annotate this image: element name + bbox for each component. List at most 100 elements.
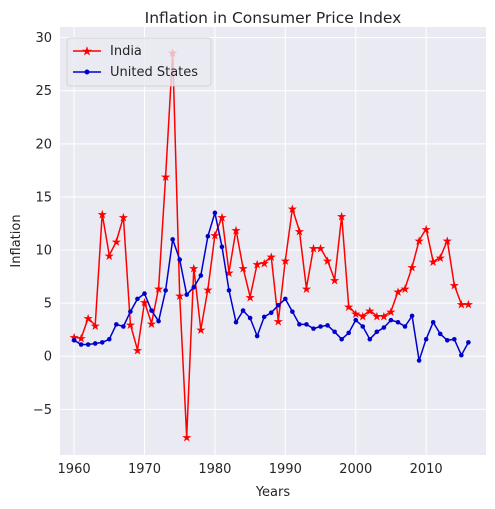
data-point-united-states [304, 322, 309, 327]
data-point-united-states [452, 336, 457, 342]
data-point-india: ★ [371, 309, 382, 323]
data-point-united-states [367, 336, 373, 342]
data-point-india: ★ [379, 309, 390, 323]
data-point-india: ★ [393, 285, 404, 299]
y-tick-label: −5 [33, 403, 52, 418]
data-point-india: ★ [463, 298, 474, 312]
legend-dot-us [84, 69, 90, 75]
data-point-united-states [226, 288, 232, 293]
data-point-india: ★ [90, 319, 101, 333]
data-point-india: ★ [428, 255, 439, 269]
data-point-india: ★ [132, 343, 143, 357]
data-point-united-states [332, 329, 337, 335]
data-point-united-states [177, 257, 183, 262]
data-point-united-states [353, 317, 359, 323]
data-point-india: ★ [174, 289, 185, 303]
data-point-united-states [466, 340, 471, 345]
data-point-india: ★ [266, 250, 277, 264]
data-point-united-states [114, 322, 119, 327]
data-point-india: ★ [386, 305, 397, 319]
data-point-united-states [149, 308, 154, 313]
data-point-india: ★ [449, 279, 460, 293]
data-point-united-states [163, 288, 168, 293]
data-point-united-states [339, 336, 344, 342]
data-point-india: ★ [357, 309, 368, 323]
data-point-united-states [388, 317, 394, 323]
series-line-india [73, 51, 469, 438]
x-tick-label: 1970 [128, 462, 161, 477]
data-point-india: ★ [69, 331, 80, 345]
data-point-india: ★ [322, 254, 333, 268]
data-point-united-states [85, 342, 91, 347]
data-point-united-states [283, 296, 288, 302]
x-tick-label: 1980 [198, 462, 231, 477]
data-point-united-states [409, 313, 415, 319]
data-point-india: ★ [224, 266, 235, 280]
data-point-india: ★ [400, 282, 411, 296]
data-point-united-states [212, 210, 218, 216]
legend-star-india: ★ [81, 45, 93, 60]
grid-lines [60, 27, 486, 455]
data-point-india: ★ [160, 170, 171, 184]
data-point-united-states [395, 319, 401, 325]
data-point-india: ★ [273, 315, 284, 329]
data-point-united-states [128, 309, 133, 314]
data-point-united-states [381, 325, 387, 330]
data-point-india: ★ [210, 229, 221, 243]
legend-label-india: India [110, 44, 142, 59]
x-tick-label: 1960 [58, 462, 91, 477]
data-point-united-states [142, 291, 147, 296]
y-axis-label: Inflation [9, 214, 24, 267]
data-point-united-states [92, 341, 98, 346]
data-point-india: ★ [139, 296, 150, 310]
data-point-india: ★ [336, 210, 347, 224]
data-point-united-states [233, 319, 239, 325]
x-tick-label: 1990 [269, 462, 302, 477]
data-point-india: ★ [146, 317, 157, 331]
data-point-india: ★ [315, 241, 326, 255]
data-point-india: ★ [407, 261, 418, 275]
data-point-india: ★ [456, 298, 467, 312]
data-point-india: ★ [217, 211, 228, 225]
data-point-india: ★ [111, 235, 122, 249]
data-point-united-states [423, 336, 429, 342]
data-point-india: ★ [238, 262, 249, 276]
data-point-united-states [437, 331, 443, 337]
data-point-united-states [297, 322, 302, 327]
data-point-united-states [99, 340, 105, 345]
data-point-india: ★ [118, 211, 129, 225]
y-tick-label: 25 [35, 84, 52, 99]
data-point-india: ★ [301, 282, 312, 296]
data-point-united-states [346, 330, 351, 336]
data-point-united-states [219, 244, 225, 250]
data-point-united-states [191, 284, 197, 290]
x-tick-label: 2000 [339, 462, 372, 477]
data-point-united-states [254, 333, 260, 339]
data-point-india: ★ [364, 304, 375, 318]
data-point-india: ★ [280, 254, 291, 268]
data-point-united-states [247, 315, 253, 321]
data-point-united-states [325, 323, 330, 328]
data-point-india: ★ [435, 251, 446, 265]
data-point-india: ★ [442, 234, 453, 248]
data-point-united-states [184, 292, 190, 297]
data-point-united-states [156, 318, 161, 324]
data-point-united-states [416, 358, 422, 363]
data-point-india: ★ [287, 202, 298, 216]
data-point-united-states [360, 324, 366, 329]
data-point-united-states [374, 329, 380, 335]
y-tick-labels: −5 0 5 10 15 20 25 30 [33, 31, 52, 418]
data-point-india: ★ [414, 234, 425, 248]
data-point-united-states [205, 233, 211, 239]
x-axis-label: Years [255, 485, 291, 500]
data-point-india: ★ [343, 300, 354, 314]
data-point-united-states [240, 308, 246, 313]
y-tick-label: 30 [35, 31, 52, 46]
data-point-united-states [430, 319, 436, 325]
data-point-india: ★ [195, 323, 206, 337]
data-point-united-states [121, 324, 126, 329]
chart-title: Inflation in Consumer Price Index [145, 9, 402, 27]
data-point-india: ★ [83, 311, 94, 325]
data-point-united-states [444, 338, 450, 343]
